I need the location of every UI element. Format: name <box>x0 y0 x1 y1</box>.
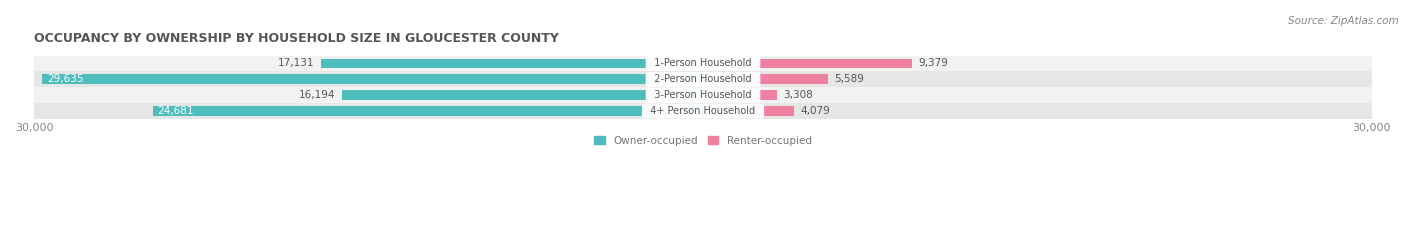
Bar <box>34 103 1372 119</box>
Text: 9,379: 9,379 <box>918 58 949 69</box>
Bar <box>34 87 1372 103</box>
Bar <box>703 74 828 84</box>
Bar <box>42 74 703 84</box>
Text: 3,308: 3,308 <box>783 90 813 100</box>
Bar <box>34 55 1372 71</box>
Text: 4+ Person Household: 4+ Person Household <box>644 106 762 116</box>
Bar <box>342 90 703 100</box>
Text: 17,131: 17,131 <box>278 58 315 69</box>
Bar <box>321 58 703 69</box>
Text: 2-Person Household: 2-Person Household <box>648 74 758 84</box>
Legend: Owner-occupied, Renter-occupied: Owner-occupied, Renter-occupied <box>591 132 815 150</box>
Text: 24,681: 24,681 <box>157 106 194 116</box>
Text: 3-Person Household: 3-Person Household <box>648 90 758 100</box>
Text: 5,589: 5,589 <box>834 74 865 84</box>
Bar <box>703 58 912 69</box>
Bar <box>703 106 794 116</box>
Bar <box>34 71 1372 87</box>
Text: 16,194: 16,194 <box>299 90 335 100</box>
Text: 29,635: 29,635 <box>46 74 83 84</box>
Text: OCCUPANCY BY OWNERSHIP BY HOUSEHOLD SIZE IN GLOUCESTER COUNTY: OCCUPANCY BY OWNERSHIP BY HOUSEHOLD SIZE… <box>34 32 560 45</box>
Text: 1-Person Household: 1-Person Household <box>648 58 758 69</box>
Bar <box>153 106 703 116</box>
Bar <box>703 90 776 100</box>
Text: 4,079: 4,079 <box>800 106 831 116</box>
Text: Source: ZipAtlas.com: Source: ZipAtlas.com <box>1288 16 1399 26</box>
